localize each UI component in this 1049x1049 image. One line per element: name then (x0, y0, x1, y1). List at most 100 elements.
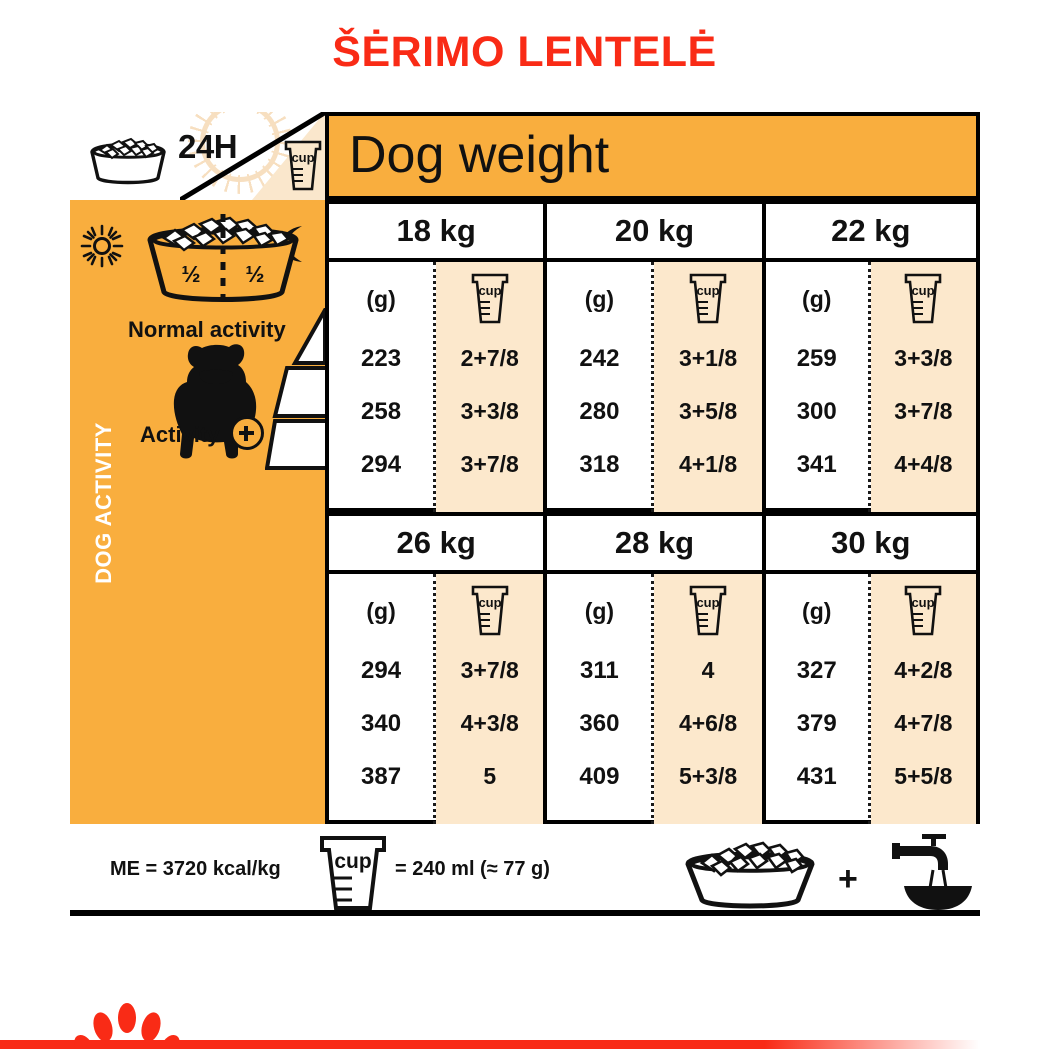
grams-value: 258 (361, 397, 402, 425)
cups-subcolumn: cup 3+1/8 3+5/8 4+1/8 (654, 262, 762, 512)
grams-subcolumn: (g) 242 280 318 (547, 262, 655, 512)
grams-subcolumn: (g) 259 300 341 (766, 262, 871, 512)
cups-value: 5+3/8 (678, 763, 738, 789)
weight-header: 30 kg (765, 516, 976, 574)
grams-subcolumn: (g) 223 258 294 (329, 262, 437, 512)
cups-subcolumn: cup 4+2/8 4+7/8 5+5/8 (870, 574, 976, 824)
cups-value: 4+4/8 (894, 451, 953, 477)
grams-value: 409 (579, 762, 620, 790)
grams-value: 387 (361, 762, 402, 790)
weight-column-20kg: 20 kg (g) 242 280 318 (543, 200, 762, 512)
svg-text:cup: cup (478, 595, 501, 610)
weight-header: 28 kg (547, 516, 762, 574)
half-right-label: ½ (245, 261, 264, 287)
cups-value: 4 (701, 657, 715, 683)
svg-text:cup: cup (334, 850, 371, 873)
grams-value: 223 (361, 344, 402, 372)
grams-header: (g) (584, 597, 615, 624)
cups-value: 5+5/8 (894, 763, 953, 789)
weight-block-2: 26 kg (g) 294 340 387 (325, 512, 980, 824)
svg-text:cup: cup (697, 595, 720, 610)
grams-value: 360 (579, 709, 620, 737)
page-title: ŠĖRIMO LENTELĖ (332, 28, 717, 76)
grams-subcolumn: (g) 294 340 387 (329, 574, 437, 824)
cups-value: 4+6/8 (678, 710, 738, 736)
grams-header: (g) (584, 285, 615, 312)
grams-value: 327 (796, 656, 837, 684)
measuring-cup-icon: cup (471, 585, 509, 636)
svg-text:cup: cup (291, 150, 314, 165)
grams-header: (g) (366, 597, 396, 624)
duration-label: 24H (178, 128, 238, 165)
grams-header: (g) (802, 597, 832, 624)
plus-circle-icon (230, 416, 264, 450)
cups-value: 3+3/8 (894, 345, 953, 371)
cups-subcolumn: cup 3+7/8 4+3/8 5 (436, 574, 544, 824)
dog-weight-banner: Dog weight (325, 112, 980, 200)
chart-header-row: 24H cup Dog weight (70, 112, 980, 200)
weight-header: 20 kg (547, 204, 762, 262)
cups-subcolumn: cup 3+3/8 3+7/8 4+4/8 (870, 262, 976, 512)
cups-value: 3+1/8 (678, 345, 738, 371)
cups-subcolumn: cup 2+7/8 3+3/8 3+7/8 (436, 262, 544, 512)
weight-table: 18 kg (g) 223 258 294 (325, 200, 980, 824)
chart-footer: ME = 3720 kcal/kg cup = 240 ml (≈ 77 g) … (70, 824, 980, 920)
brand-red-bar (0, 1040, 980, 1049)
grams-header: (g) (802, 285, 832, 312)
bowl-split-halves-icon: ½ ½ (147, 214, 299, 302)
grams-value: 259 (796, 344, 837, 372)
weight-header: 22 kg (765, 204, 976, 262)
grams-value: 311 (580, 656, 619, 684)
weight-column-26kg: 26 kg (g) 294 340 387 (325, 512, 544, 824)
weight-column-30kg: 30 kg (g) 327 379 431 (761, 512, 980, 824)
cups-value: 4+1/8 (678, 451, 738, 477)
half-left-label: ½ (181, 261, 200, 287)
grams-value: 431 (796, 762, 837, 790)
measuring-cup-icon: cup (320, 836, 386, 910)
plus-sign: + (838, 860, 858, 898)
cups-value: 5 (483, 763, 497, 789)
cups-value: 3+7/8 (460, 451, 519, 477)
grams-value: 280 (579, 397, 620, 425)
measuring-cup-icon: cup (689, 585, 727, 636)
dog-weight-title: Dog weight (349, 125, 610, 184)
grams-value: 294 (361, 656, 402, 684)
header-left-panel: 24H cup (70, 112, 325, 200)
cups-value: 4+7/8 (894, 710, 953, 736)
measuring-cup-icon: cup (905, 273, 942, 324)
metabolizable-energy-label: ME = 3720 kcal/kg (110, 858, 281, 880)
cups-subcolumn: cup 4 4+6/8 5+3/8 (654, 574, 762, 824)
royal-canin-paw-logo (74, 1003, 180, 1049)
activity-label: Activity (140, 422, 220, 447)
svg-text:cup: cup (697, 283, 720, 298)
weight-column-18kg: 18 kg (g) 223 258 294 (325, 200, 544, 512)
grams-value: 300 (796, 397, 837, 425)
weight-block-1: 18 kg (g) 223 258 294 (325, 200, 980, 512)
sun-icon (80, 224, 124, 268)
cups-value: 3+7/8 (894, 398, 953, 424)
measuring-cup-icon: cup (905, 585, 942, 636)
measuring-cup-icon: cup (471, 273, 509, 324)
food-bowl-icon (685, 841, 815, 909)
cups-value: 4+2/8 (894, 657, 953, 683)
cups-value: 3+5/8 (678, 398, 738, 424)
cups-value: 3+7/8 (460, 657, 519, 683)
grams-value: 340 (361, 709, 402, 737)
cups-value: 4+3/8 (460, 710, 519, 736)
cups-value: 3+3/8 (460, 398, 519, 424)
measuring-cup-icon: cup (689, 273, 727, 324)
svg-text:cup: cup (912, 595, 935, 610)
svg-text:cup: cup (912, 283, 935, 298)
normal-activity-label: Normal activity (128, 317, 286, 342)
measuring-cup-icon: cup (284, 140, 322, 191)
faucet-water-bowl-icon (892, 834, 972, 914)
svg-text:cup: cup (478, 283, 501, 298)
dog-activity-label: DOG ACTIVITY (91, 422, 116, 584)
feeding-chart: 24H cup Dog weight DOG (70, 112, 980, 824)
grams-header: (g) (366, 285, 396, 312)
grams-value: 341 (796, 450, 837, 478)
grams-subcolumn: (g) 311 360 409 (547, 574, 655, 824)
grams-value: 318 (579, 450, 620, 478)
food-bowl-icon (90, 137, 166, 185)
